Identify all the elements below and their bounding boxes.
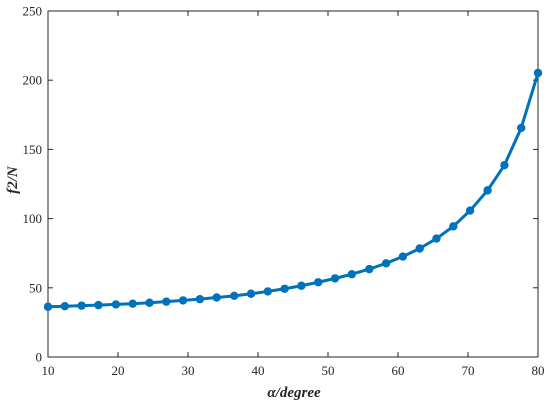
series-line <box>46 71 540 309</box>
series-layer <box>43 68 543 311</box>
data-point <box>500 160 509 170</box>
data-point <box>111 300 121 309</box>
data-point <box>195 294 205 304</box>
x-axis-title: α/degree <box>267 385 321 401</box>
data-point <box>145 298 154 307</box>
data-point <box>43 302 53 311</box>
data-point <box>94 300 103 310</box>
data-point <box>263 287 272 296</box>
y-tick-label: 100 <box>23 211 43 226</box>
data-point <box>415 244 424 253</box>
x-tick-label: 40 <box>252 363 265 378</box>
data-point <box>280 284 289 293</box>
data-point <box>517 123 526 133</box>
data-point <box>162 297 171 306</box>
x-tick-label: 60 <box>392 363 405 378</box>
data-point <box>330 274 340 283</box>
y-tick-label: 250 <box>23 4 43 19</box>
data-point <box>432 234 441 243</box>
data-point <box>483 186 492 195</box>
x-tick-label: 50 <box>322 363 335 378</box>
x-tick-label: 80 <box>532 363 545 378</box>
data-point <box>449 222 458 231</box>
x-tick-label: 70 <box>462 363 475 378</box>
axis-ticks: 10 20 30 40 50 60 70 80 0 50 100 150 200 250 <box>23 4 545 379</box>
data-point <box>381 259 391 268</box>
data-point <box>128 299 137 308</box>
data-point <box>398 252 408 261</box>
data-point <box>212 293 221 302</box>
data-point <box>246 289 256 298</box>
data-point <box>465 206 475 215</box>
data-point <box>230 291 239 301</box>
data-point <box>365 264 374 274</box>
x-tick-label: 30 <box>182 363 195 378</box>
data-point <box>347 270 356 279</box>
data-point <box>297 281 306 290</box>
data-point <box>314 278 323 287</box>
y-tick-label: 150 <box>23 142 43 157</box>
x-tick-label: 10 <box>42 363 55 378</box>
data-point <box>533 68 543 78</box>
y-tick-label: 200 <box>23 73 43 88</box>
y-axis-title: f2/N <box>5 165 21 194</box>
plot-box <box>47 10 539 358</box>
axes-frame <box>47 10 539 358</box>
y-tick-label: 50 <box>29 280 42 295</box>
x-tick-label: 20 <box>112 363 125 378</box>
y-tick-label: 0 <box>36 350 43 365</box>
data-point <box>178 296 188 305</box>
data-point <box>60 302 69 311</box>
data-point <box>77 301 86 310</box>
